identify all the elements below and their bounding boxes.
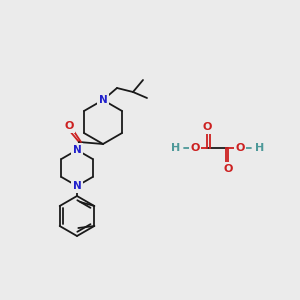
Text: O: O — [64, 121, 74, 131]
Text: N: N — [73, 181, 81, 191]
Text: N: N — [99, 95, 107, 105]
Text: N: N — [73, 145, 81, 155]
Text: O: O — [235, 143, 245, 153]
Text: H: H — [255, 143, 264, 153]
Text: O: O — [202, 122, 212, 132]
Text: O: O — [190, 143, 200, 153]
Text: H: H — [171, 143, 180, 153]
Text: O: O — [223, 164, 233, 174]
